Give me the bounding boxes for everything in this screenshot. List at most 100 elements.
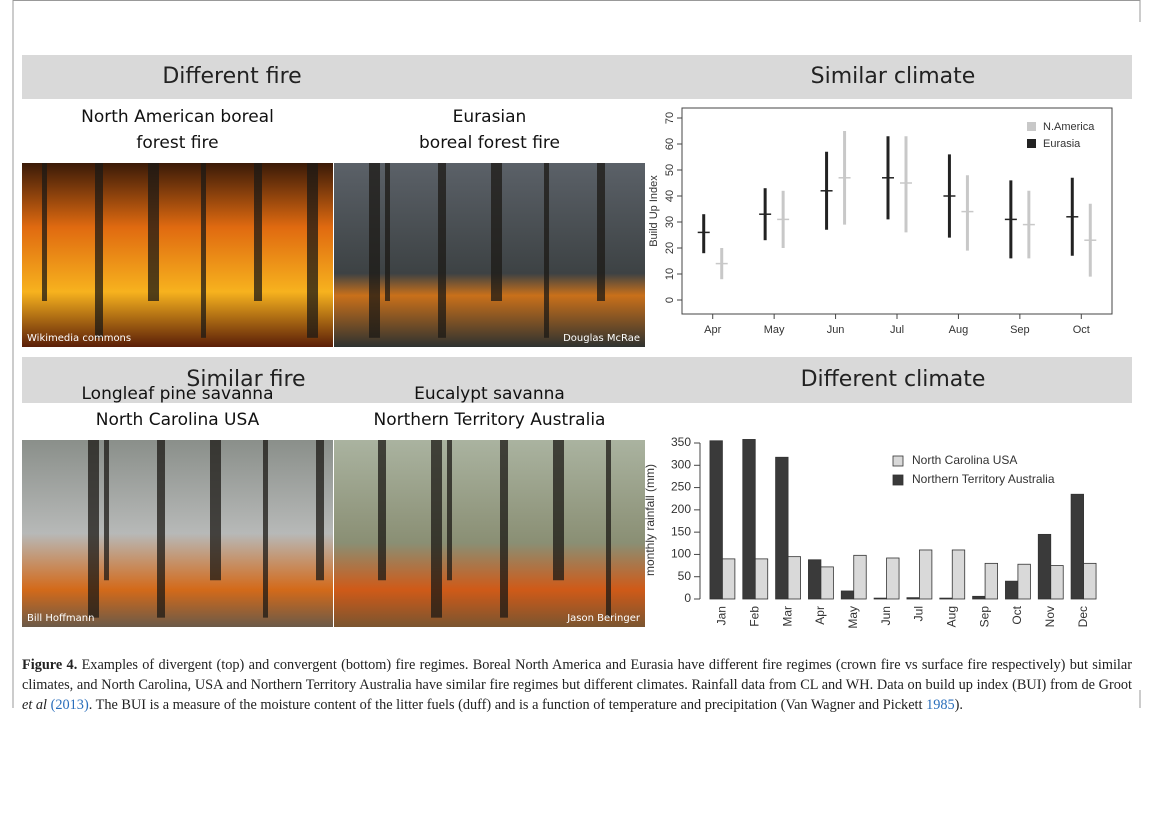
tree-trunk: [544, 163, 549, 338]
tree-trunk: [88, 440, 99, 618]
bar: [939, 597, 953, 600]
tree-trunk: [263, 440, 268, 618]
x-tick-label: Jan: [715, 606, 729, 625]
legend-label: North Carolina USA: [912, 453, 1017, 467]
y-tick-label: 0: [664, 297, 676, 303]
tree-trunk: [148, 163, 159, 301]
tree-trunk: [378, 440, 386, 581]
tree-trunk: [254, 163, 262, 301]
bar: [919, 549, 933, 600]
bar: [709, 440, 723, 600]
photo-title: North American boreal: [81, 107, 274, 127]
x-tick-label: Aug: [944, 606, 958, 627]
x-tick-label: Oct: [1010, 605, 1024, 624]
x-tick-label: May: [846, 606, 860, 629]
tree-trunk: [157, 440, 165, 618]
header-bar: [22, 55, 1132, 99]
bar: [840, 590, 855, 600]
x-tick-label: Dec: [1076, 606, 1090, 627]
tree-trunk: [447, 440, 452, 581]
tree-trunk: [438, 163, 446, 338]
tree-trunk: [553, 440, 564, 581]
tree-trunk: [500, 440, 508, 618]
bar: [787, 556, 801, 600]
photo-title: Eurasian: [453, 107, 527, 127]
legend-swatch: [892, 474, 904, 486]
y-tick-label: 60: [664, 138, 676, 150]
x-tick-label: Sep: [977, 606, 991, 628]
tree-trunk: [385, 163, 390, 301]
bar: [1037, 533, 1052, 600]
x-tick-label: Sep: [1010, 324, 1030, 336]
bar: [722, 558, 736, 600]
bar: [886, 557, 900, 600]
tree-trunk: [42, 163, 47, 301]
tree-trunk: [491, 163, 502, 301]
tree-trunk: [201, 163, 206, 338]
legend-label: Eurasia: [1043, 138, 1081, 150]
caption-label: Figure 4.: [22, 657, 78, 673]
bar: [853, 554, 867, 600]
bar: [1017, 563, 1031, 600]
y-tick-label: 200: [671, 502, 691, 516]
bar: [742, 439, 756, 600]
y-tick-label: 30: [664, 216, 676, 228]
tree-trunk: [307, 163, 318, 338]
header: Similar climate: [811, 64, 976, 89]
bar: [984, 562, 998, 600]
bar: [820, 566, 834, 600]
x-tick-label: Jun: [879, 606, 893, 625]
bar: [972, 595, 986, 600]
bar: [1005, 580, 1019, 600]
photo-credit: Douglas McRae: [563, 333, 640, 344]
tree-trunk: [606, 440, 611, 618]
y-tick-label: 50: [678, 569, 692, 583]
caption: Figure 4. Examples of divergent (top) an…: [22, 655, 1132, 715]
y-tick-label: 150: [671, 524, 691, 538]
y-tick-label: 350: [671, 435, 691, 449]
x-tick-label: Feb: [747, 606, 761, 627]
y-tick-label: 20: [664, 242, 676, 254]
header: Different climate: [801, 367, 986, 392]
y-tick-label: 250: [671, 480, 691, 494]
bar: [1050, 565, 1064, 600]
x-tick-label: Nov: [1043, 606, 1057, 627]
y-tick-label: 300: [671, 457, 691, 471]
legend-label: Northern Territory Australia: [912, 472, 1055, 486]
caption-text: Examples of divergent (top) and converge…: [22, 657, 1132, 693]
y-tick-label: 0: [684, 591, 691, 605]
caption-text: ).: [954, 697, 963, 713]
photo: [22, 440, 333, 627]
y-tick-label: 40: [664, 190, 676, 202]
photo-title: forest fire: [136, 133, 218, 153]
bar: [906, 597, 920, 600]
bar: [754, 558, 769, 600]
photo-title: boreal forest fire: [419, 133, 560, 153]
tree-trunk: [95, 163, 103, 338]
x-tick-label: Oct: [1073, 324, 1090, 336]
legend-swatch: [1027, 139, 1036, 148]
bar: [1083, 562, 1097, 600]
bar: [775, 456, 789, 600]
photo-title: Longleaf pine savanna: [82, 384, 274, 404]
y-tick-label: 10: [664, 268, 676, 280]
caption-reference[interactable]: (2013): [50, 697, 89, 713]
x-tick-label: Jun: [827, 324, 845, 336]
y-tick-label: 50: [664, 164, 676, 176]
x-tick-label: Aug: [949, 324, 969, 336]
bar: [1070, 493, 1084, 600]
y-tick-label: 100: [671, 547, 691, 561]
header: Different fire: [162, 64, 301, 89]
photo-credit: Bill Hoffmann: [27, 613, 94, 624]
bar: [951, 549, 966, 600]
caption-reference[interactable]: 1985: [926, 697, 955, 713]
tree-trunk: [104, 440, 109, 581]
y-tick-label: 70: [664, 112, 676, 124]
photo-title: Eucalypt savanna: [414, 384, 565, 404]
y-axis-label: monthly rainfall (mm): [643, 464, 657, 576]
tree-trunk: [210, 440, 221, 581]
bar: [808, 559, 822, 600]
photo-credit: Wikimedia commons: [27, 333, 131, 344]
legend-swatch: [1027, 122, 1036, 131]
